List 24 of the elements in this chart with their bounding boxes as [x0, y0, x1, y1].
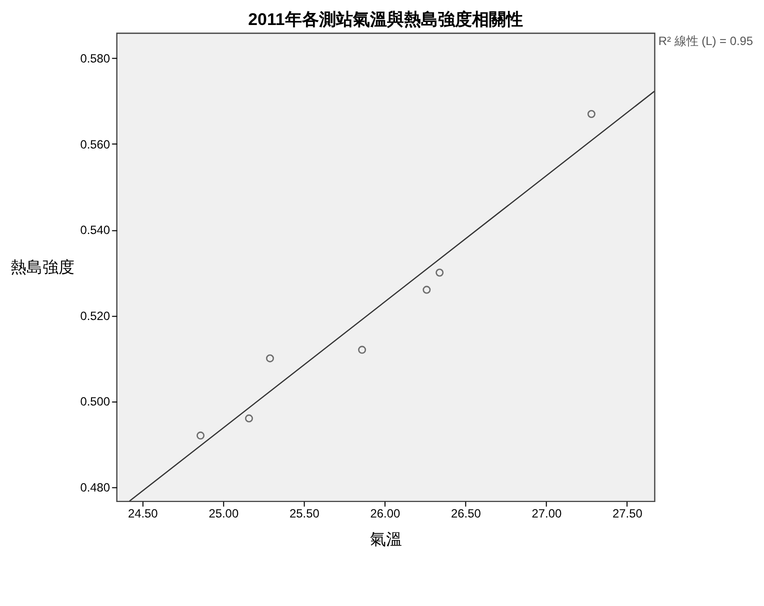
x-tick-label: 24.50 — [128, 506, 158, 521]
point — [196, 432, 205, 440]
text: R² 線性 (L) = 0.95 — [658, 34, 754, 48]
x-axis-title: 氣溫 — [370, 531, 402, 548]
y-tick-label: 0.540 — [80, 223, 110, 238]
chart-title: 2011年各測站氣溫與熱島強度相關性 — [248, 10, 523, 29]
y-tick-label: 0.480 — [80, 480, 110, 494]
y-tick-label: 0.580 — [80, 52, 110, 66]
point — [358, 346, 366, 354]
x-tick-label: 25.00 — [208, 506, 239, 521]
point — [266, 354, 274, 362]
x-tick-label: 27.00 — [532, 506, 562, 521]
x-tick-label: 26.50 — [451, 506, 482, 521]
x-tick-label: 25.50 — [289, 506, 320, 521]
point — [422, 286, 431, 294]
y-tick-label: 0.520 — [80, 308, 110, 323]
y-tick-label: 0.500 — [80, 394, 110, 409]
point — [436, 268, 444, 277]
y-axis-title: 熱島強度 — [10, 258, 74, 277]
point — [587, 110, 596, 118]
x-tick-label: 26.00 — [370, 506, 400, 521]
x-tick-label: 27.50 — [612, 506, 643, 521]
y-tick-label: 0.560 — [80, 137, 110, 152]
point — [245, 414, 253, 422]
